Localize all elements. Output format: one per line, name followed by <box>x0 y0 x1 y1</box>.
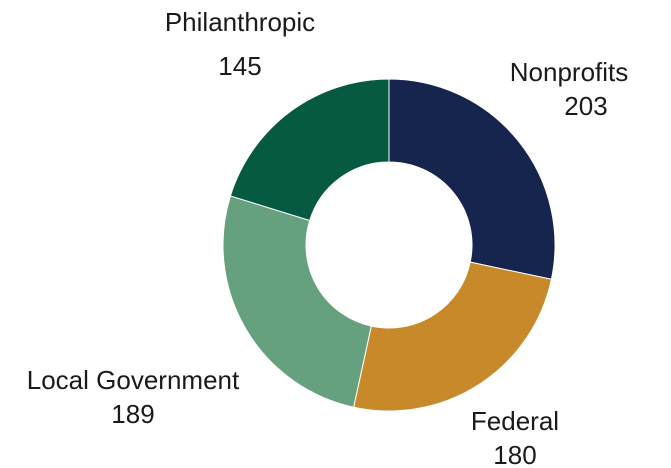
slice-federal <box>353 261 553 412</box>
label-philanthropic-name: Philanthropic <box>165 7 315 37</box>
slice-local-government <box>222 195 372 408</box>
label-federal-name: Federal <box>471 406 559 436</box>
label-nonprofits-name: Nonprofits <box>510 57 629 87</box>
slice-philanthropic <box>229 78 390 222</box>
label-federal-value: 180 <box>493 440 536 468</box>
donut-slices <box>222 78 556 412</box>
label-nonprofits-value: 203 <box>564 91 607 121</box>
label-local-government-value: 189 <box>111 399 154 429</box>
label-philanthropic-value: 145 <box>218 51 261 81</box>
label-local-government-name: Local Government <box>27 365 240 395</box>
slice-nonprofits <box>388 78 556 280</box>
